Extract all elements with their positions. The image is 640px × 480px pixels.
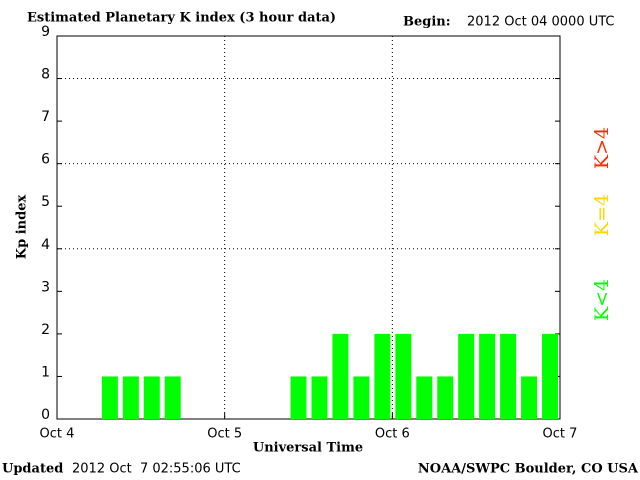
bar: [332, 333, 349, 419]
bar: [416, 376, 433, 419]
x-tick-label: Oct 7: [543, 427, 578, 442]
legend-entry: K<4: [591, 279, 613, 321]
y-tick-label: 4: [41, 237, 50, 253]
bar: [395, 333, 412, 419]
bar: [101, 376, 118, 419]
y-tick-label: 3: [41, 279, 50, 295]
x-tick-label: Oct 4: [40, 427, 75, 442]
y-tick-label: 2: [41, 322, 50, 338]
bar: [542, 333, 558, 419]
y-tick-label: 5: [41, 194, 50, 210]
bar: [479, 333, 496, 419]
source: NOAA/SWPC Boulder, CO USA: [418, 462, 639, 477]
x-tick-label: Oct 5: [207, 427, 242, 442]
bar: [122, 376, 139, 419]
y-tick-label: 9: [41, 24, 50, 40]
y-tick-label: 8: [41, 67, 50, 83]
y-tick-label: 0: [41, 407, 50, 423]
updated-label: Updated: [2, 462, 63, 477]
bar: [164, 376, 181, 419]
chart-title: Estimated Planetary K index (3 hour data…: [27, 11, 336, 26]
legend-entry: K=4: [591, 194, 613, 236]
bar: [374, 333, 391, 419]
plot-frame: [56, 35, 561, 420]
bar: [458, 333, 475, 419]
x-axis-label: Universal Time: [253, 441, 363, 456]
begin-label: Begin:: [403, 15, 451, 30]
bar: [437, 376, 454, 419]
bar: [353, 376, 370, 419]
y-axis-label: Kp index: [15, 195, 30, 260]
x-tick-label: Oct 6: [375, 427, 410, 442]
bar: [500, 333, 517, 419]
bar: [311, 376, 328, 419]
bar: [521, 376, 538, 419]
bar: [290, 376, 307, 419]
y-tick-label: 7: [41, 109, 50, 125]
legend-entry: K>4: [591, 127, 613, 169]
begin-date: 2012 Oct 04 0000 UTC: [467, 15, 615, 30]
y-tick-label: 1: [41, 364, 50, 380]
updated-date: 2012 Oct 7 02:55:06 UTC: [72, 462, 241, 477]
bar: [143, 376, 160, 419]
y-tick-label: 6: [41, 152, 50, 168]
